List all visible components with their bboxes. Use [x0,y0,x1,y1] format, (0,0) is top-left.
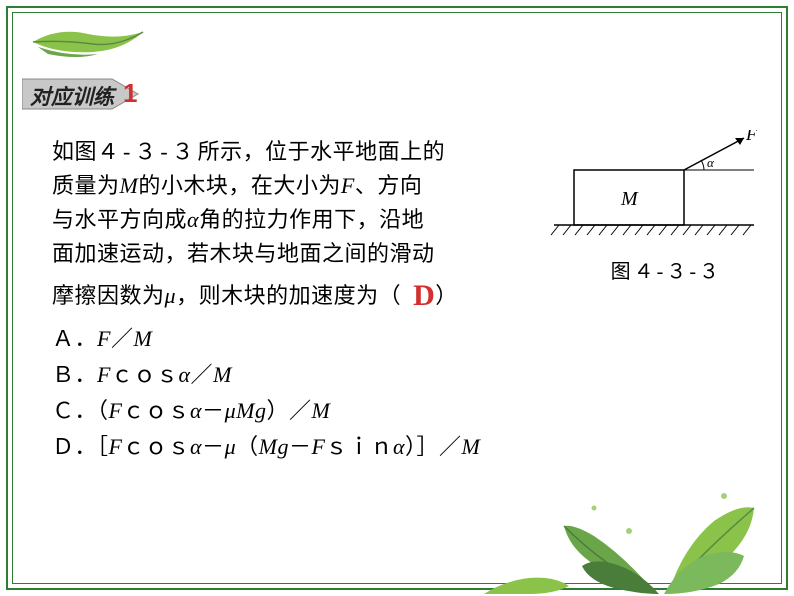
D-alpha2: α [393,434,405,459]
line3a: 与水平方向成 [52,207,187,232]
D-mu: μ [225,434,237,459]
line5c: ） [435,283,458,308]
figure-label: 图４-３-３ [611,255,722,284]
D-prefix: Ｄ．［ [52,434,109,459]
D-open: （ [236,434,259,459]
diagram-F-label: F [745,130,758,144]
leaf-decoration-bottom [454,436,774,596]
A-M: M [133,326,152,351]
C-mu: μ [225,398,237,423]
line5-mu: μ [165,283,177,308]
line2b: 的小木块，在大小为 [138,173,341,198]
A-prefix: Ａ． [52,326,97,351]
C-g: g [255,398,267,423]
line3b: 角的拉力作用下，沿地 [199,207,424,232]
option-C: Ｃ．（Fｃｏｓα－μMg）／M [52,394,652,428]
D-sin: ｓｉｎ [325,434,393,459]
D-F: F [109,434,123,459]
D-M: M [259,434,278,459]
line5a: 摩擦因数为 [52,283,165,308]
line2-M: M [120,173,139,198]
line1a: 如图 [52,139,97,164]
problem-text: 如图４-３-３所示，位于水平地面上的 质量为M的小木块，在大小为F、方向 与水平… [52,135,482,318]
C-M2: M [311,398,330,423]
line1b: 所示，位于水平地面上的 [198,139,446,164]
option-B: Ｂ．Fｃｏｓα／M [52,358,652,392]
line2a: 质量为 [52,173,120,198]
D-cos: ｃｏｓ [122,434,190,459]
answer-letter: D [413,279,435,312]
line5b: ，则木块的加速度为（ [176,283,401,308]
B-alpha: α [178,362,190,387]
D-alpha: α [190,434,202,459]
B-prefix: Ｂ． [52,362,97,387]
line2-F: F [341,173,355,198]
A-slash: ／ [111,326,134,351]
C-alpha: α [190,398,202,423]
C-close: ）／ [266,398,311,423]
D-minus: － [202,434,225,459]
line3-alpha: α [187,207,199,232]
C-M: M [236,398,255,423]
line2c: 、方向 [355,173,423,198]
A-F: F [97,326,111,351]
C-cos: ｃｏｓ [122,398,190,423]
B-slash: ／ [191,362,214,387]
badge-number: 1 [123,78,137,109]
C-prefix: Ｃ．（ [52,398,109,423]
exercise-badge: 对应训练 1 [22,75,142,115]
diagram-M-label: M [620,188,639,210]
D-F2: F [311,434,325,459]
physics-diagram: F α M [549,130,759,270]
D-minus2: － [289,434,312,459]
B-F: F [97,362,111,387]
C-minus: － [202,398,225,423]
diagram-alpha-label: α [707,155,715,170]
line4: 面加速运动，若木块与地面之间的滑动 [52,241,435,266]
B-M: M [213,362,232,387]
option-A: Ａ．F／M [52,322,652,356]
line1-fignum: ４-３-３ [97,139,198,164]
C-F: F [109,398,123,423]
badge-text: 对应训练 [30,81,114,111]
leaf-decoration-top [28,22,148,62]
D-g: g [277,434,289,459]
B-cos: ｃｏｓ [111,362,179,387]
